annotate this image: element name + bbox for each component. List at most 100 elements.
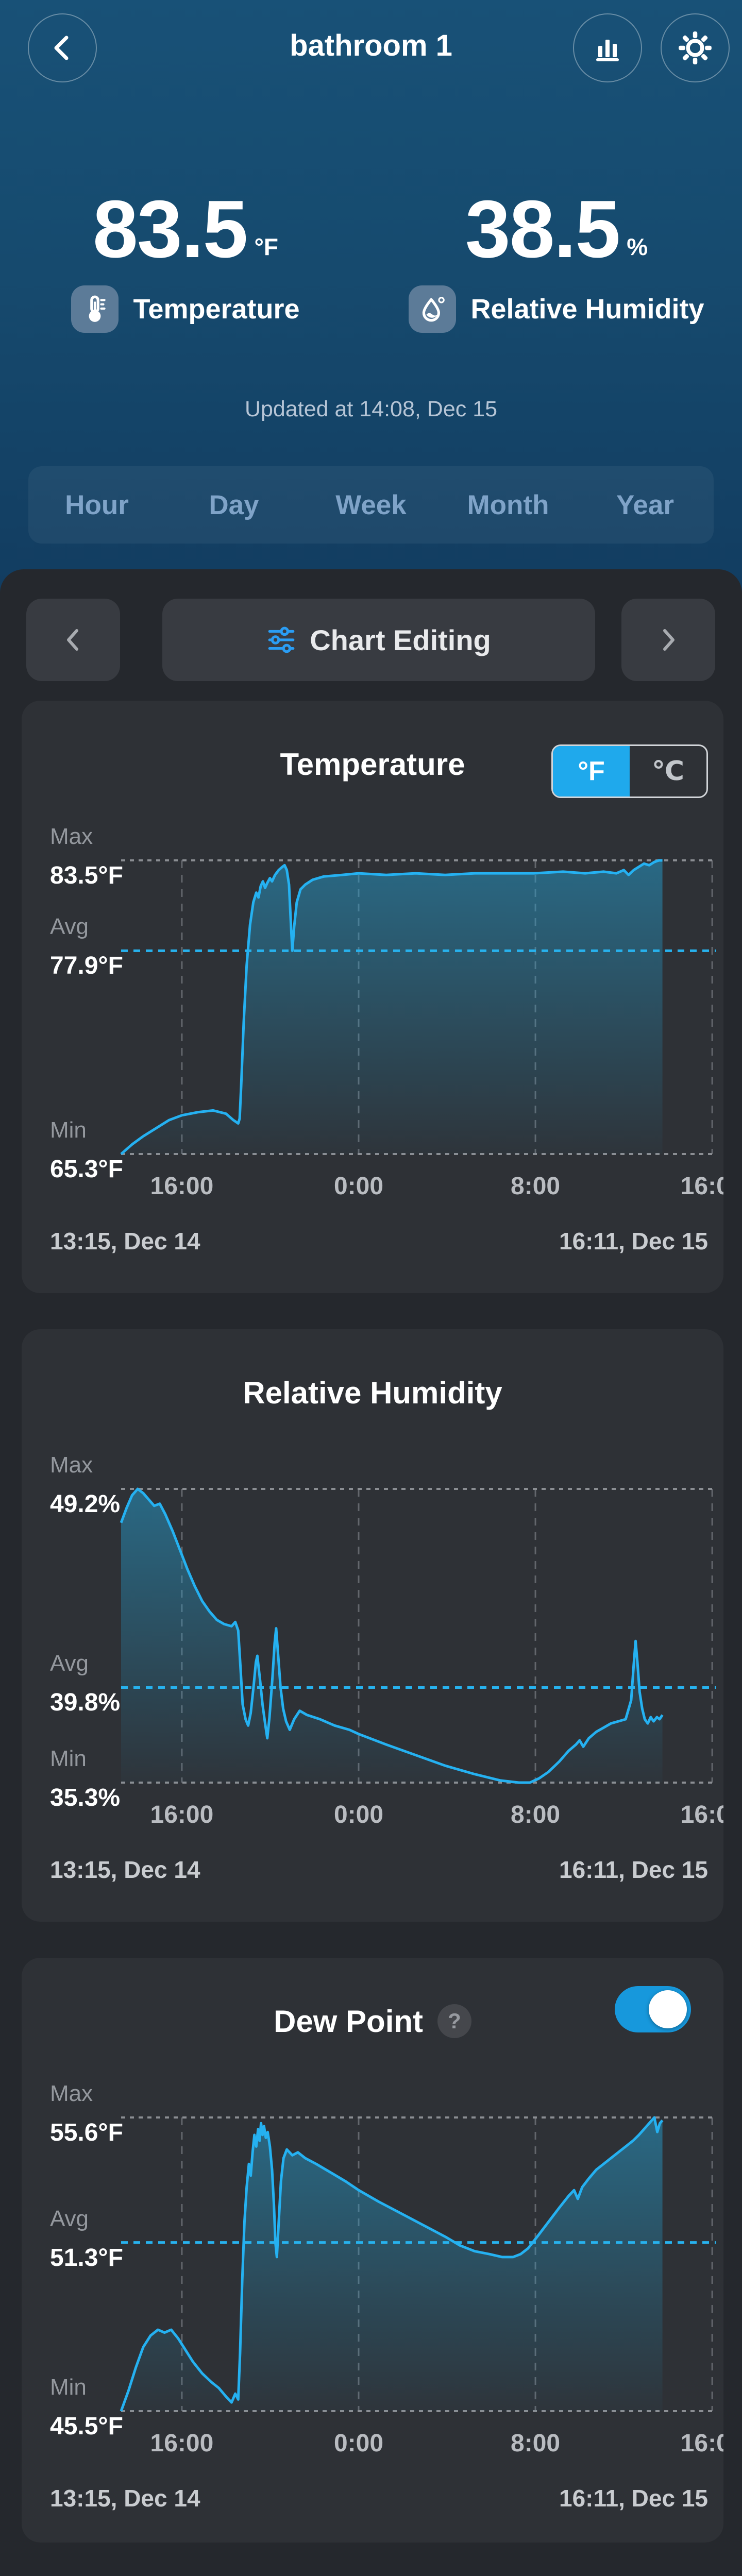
max-label: Max <box>50 2081 93 2106</box>
x-tick: 16:00 <box>150 1801 214 1828</box>
unit-fahrenheit[interactable]: °F <box>553 746 630 796</box>
avg-readout: Avg 51.3°F <box>50 2206 140 2273</box>
max-readout: Max 49.2% <box>50 1452 140 1519</box>
max-readout: Max 55.6°F <box>50 2080 140 2147</box>
tab-month[interactable]: Month <box>467 489 549 520</box>
help-icon[interactable]: ? <box>437 2004 471 2038</box>
droplet-chip <box>409 285 457 333</box>
tab-hour[interactable]: Hour <box>65 489 129 520</box>
avg-label: Avg <box>50 2206 89 2231</box>
temperature-legend: Temperature <box>0 281 371 337</box>
min-label: Min <box>50 1117 87 1143</box>
tab-year[interactable]: Year <box>616 489 674 520</box>
x-tick: 16:00 <box>680 2430 723 2457</box>
humidity-plot[interactable] <box>120 1487 716 1784</box>
max-label: Max <box>50 824 93 849</box>
dew-point-toggle[interactable] <box>615 1986 691 2032</box>
avg-value: 77.9°F <box>50 952 123 980</box>
droplet-icon <box>423 297 445 322</box>
bar-chart-icon <box>596 40 619 61</box>
thermometer-icon <box>89 295 106 322</box>
range-start: 13:15, Dec 14 <box>50 1228 200 1255</box>
sliders-icon <box>268 626 295 653</box>
x-tick: 0:00 <box>333 2430 384 2457</box>
temperature-plot[interactable] <box>120 859 716 1155</box>
avg-value: 39.8% <box>50 1689 121 1717</box>
x-axis-ticks: 16:00 0:00 8:00 16:00 <box>121 2429 723 2460</box>
temperature-unit: °F <box>254 233 279 260</box>
chart-editing-label: Chart Editing <box>310 623 491 656</box>
avg-label: Avg <box>50 914 89 940</box>
min-readout: Min 35.3% <box>50 1745 140 1812</box>
last-updated: Updated at 14:08, Dec 15 <box>244 397 498 421</box>
max-readout: Max 83.5°F <box>50 823 140 890</box>
min-value: 35.3% <box>50 1784 121 1811</box>
min-label: Min <box>50 1746 87 1771</box>
avg-readout: Avg 77.9°F <box>50 913 140 980</box>
humidity-label: Relative Humidity <box>470 294 704 325</box>
range-end: 16:11, Dec 15 <box>559 2485 708 2512</box>
dew-point-chart-card: Dew Point ? Max 55.6°F Avg 51.3°F Min 45… <box>22 1958 723 2543</box>
max-label: Max <box>50 1452 93 1478</box>
range-end: 16:11, Dec 15 <box>559 1228 708 1255</box>
x-tick: 0:00 <box>333 1173 384 1200</box>
next-chart-button[interactable] <box>621 599 715 681</box>
back-button[interactable] <box>28 13 97 82</box>
tab-day[interactable]: Day <box>209 489 259 520</box>
avg-readout: Avg 39.8% <box>50 1650 140 1717</box>
range-start: 13:15, Dec 14 <box>50 1856 200 1883</box>
chart-editing-button[interactable]: Chart Editing <box>162 599 595 681</box>
max-value: 55.6°F <box>50 2119 123 2146</box>
x-tick: 0:00 <box>333 1801 384 1828</box>
chevron-left-icon <box>54 36 69 60</box>
date-range: 13:15, Dec 14 16:11, Dec 15 <box>50 2484 708 2512</box>
temperature-chart-card: Temperature °F ℃ Max 83.5°F Avg 77.9°F M… <box>22 701 723 1293</box>
toggle-knob <box>649 1990 687 2028</box>
temperature-label: Temperature <box>133 294 300 325</box>
dew-point-plot[interactable] <box>120 2116 716 2412</box>
humidity-legend: Relative Humidity <box>371 281 742 337</box>
chart-title: Temperature <box>280 747 465 782</box>
min-value: 65.3°F <box>50 1156 123 1183</box>
x-tick: 16:00 <box>150 1173 214 1200</box>
range-end: 16:11, Dec 15 <box>559 1856 708 1883</box>
prev-chart-button[interactable] <box>26 599 120 681</box>
x-axis-ticks: 16:00 0:00 8:00 16:00 <box>121 1801 723 1832</box>
thermometer-chip <box>71 285 119 333</box>
x-tick: 8:00 <box>511 1801 561 1828</box>
gear-icon <box>679 31 712 64</box>
min-readout: Min 45.5°F <box>50 2374 140 2441</box>
chart-title: Dew Point <box>273 2004 423 2039</box>
x-tick: 16:00 <box>150 2430 214 2457</box>
humidity-value: 38.5 <box>465 184 621 275</box>
x-tick: 16:00 <box>680 1173 723 1200</box>
current-humidity: 38.5 % <box>371 170 742 275</box>
max-value: 83.5°F <box>50 862 123 889</box>
range-start: 13:15, Dec 14 <box>50 2485 200 2512</box>
humidity-unit: % <box>627 233 648 260</box>
settings-button[interactable] <box>661 13 730 82</box>
stats-button[interactable] <box>573 13 642 82</box>
time-range-tabbar: Hour Day Week Month Year <box>28 466 714 544</box>
x-tick: 8:00 <box>511 2430 561 2457</box>
temperature-value: 83.5 <box>92 184 248 275</box>
date-range: 13:15, Dec 14 16:11, Dec 15 <box>50 1227 708 1255</box>
x-tick: 8:00 <box>511 1173 561 1200</box>
x-tick: 16:00 <box>680 1801 723 1828</box>
humidity-chart-card: Relative Humidity Max 49.2% Avg 39.8% Mi… <box>22 1329 723 1922</box>
min-label: Min <box>50 2375 87 2400</box>
unit-celsius[interactable]: ℃ <box>652 756 684 786</box>
x-axis-ticks: 16:00 0:00 8:00 16:00 <box>121 1172 723 1203</box>
unit-toggle[interactable]: °F ℃ <box>551 744 708 798</box>
chart-title: Relative Humidity <box>243 1375 502 1410</box>
avg-value: 51.3°F <box>50 2244 123 2272</box>
max-value: 49.2% <box>50 1490 121 1518</box>
current-temperature: 83.5 °F <box>0 170 371 275</box>
min-readout: Min 65.3°F <box>50 1117 140 1184</box>
tab-week[interactable]: Week <box>335 489 407 520</box>
date-range: 13:15, Dec 14 16:11, Dec 15 <box>50 1856 708 1884</box>
chevron-left-icon <box>67 629 78 651</box>
min-value: 45.5°F <box>50 2413 123 2440</box>
page-title: bathroom 1 <box>290 29 452 62</box>
